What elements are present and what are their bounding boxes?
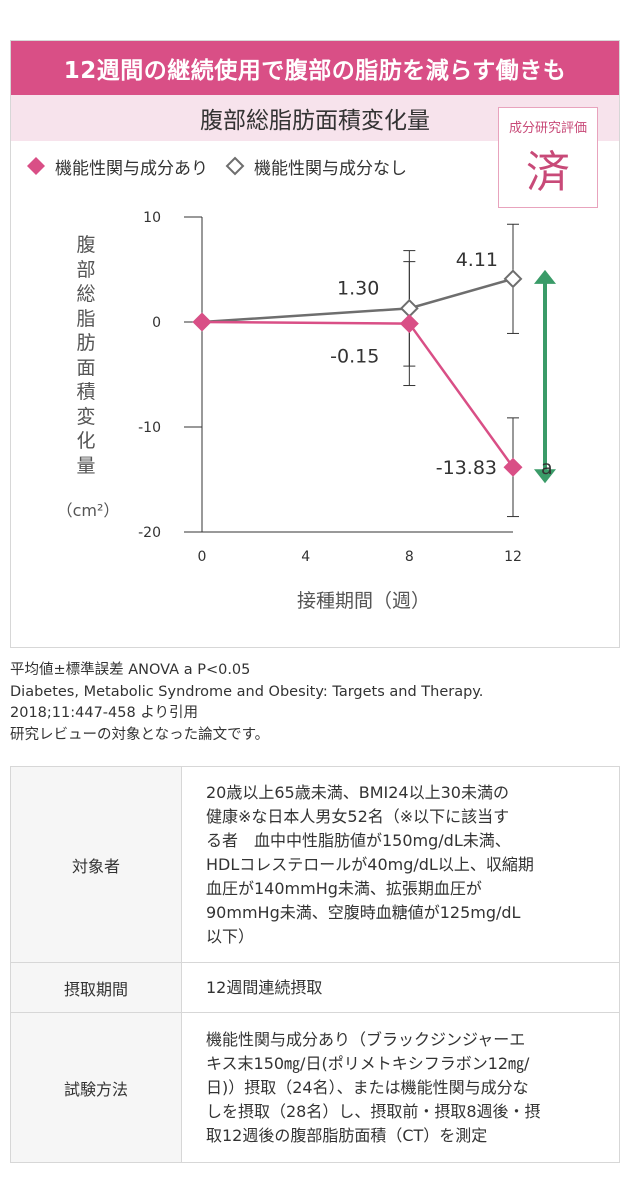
note-review: 研究レビューの対象となった論文です。 [10,726,270,743]
table-head-method: 試験方法 [10,1012,182,1163]
significance-arrow-head-down [534,469,556,484]
chart-panel: 12週間の継続使用で腹部の脂肪を減らす働きも 腹部総脂肪面積変化量 成分研究評価… [10,40,620,648]
table-line: キス末150㎎/日(ポリメトキシフラボン12㎎/ [206,1053,530,1073]
study-info-table: 対象者 20歳以上65歳未満、BMI24以上30未満の 健康※な日本人男女52名… [10,766,620,1163]
evaluation-stamp: 成分研究評価 済 [498,107,598,208]
data-label: -13.83 [436,457,497,479]
significance-arrow-head-up [534,269,556,284]
data-label: -0.15 [330,346,379,368]
x-tick-label: 8 [405,549,414,565]
table-cell-subjects: 20歳以上65歳未満、BMI24以上30未満の 健康※な日本人男女52名（※以下… [181,766,620,963]
table-line: 機能性関与成分あり（ブラックジンジャーエ [206,1029,526,1049]
note-statistics: 平均値±標準誤差 ANOVA a P<0.05 [10,662,251,678]
data-label: 4.11 [456,249,498,271]
filled-diamond-icon [27,157,45,175]
legend-item-with: 機能性関与成分あり [25,154,208,179]
filled-diamond-marker [399,314,419,334]
open-diamond-marker [399,298,419,318]
x-axis-label: 接種期間（週） [297,590,430,612]
y-tick-label: -20 [138,525,161,541]
table-line: 健康※な日本人男女52名（※以下に該当す [206,806,510,826]
table-line: る者 血中中性脂肪値が150mg/dL未満、 [206,830,511,850]
y-axis-unit: （cm²） [56,501,120,520]
table-line: しを摂取（28名）し、摂取前・摂取8週後・摂 [206,1101,541,1121]
table-line: 取12週後の腹部脂肪面積（CT）を測定 [206,1125,488,1145]
legend: 機能性関与成分あり 機能性関与成分なし [25,153,423,179]
x-tick-label: 12 [504,549,522,565]
notes: 平均値±標準誤差 ANOVA a P<0.05 Diabetes, Metabo… [10,660,622,746]
line-chart: 10 0 -10 -20 0 4 8 12 接種期間（週） 1.30 4.11 -0.15 -13.83… [138,210,556,612]
series-line [201,320,515,468]
y-tick-label: 0 [152,315,161,331]
table-line: 以下） [206,926,255,946]
table-cell-period: 12週間連続摂取 [181,962,620,1013]
legend-label-without: 機能性関与成分なし [254,158,407,179]
table-row: 対象者 20歳以上65歳未満、BMI24以上30未満の 健康※な日本人男女52名… [10,766,620,963]
note-citation-detail: 2018;11:447-458 より引用 [10,705,199,721]
table-line: 血圧が140mmHg未満、拡張期血圧が [206,878,482,898]
x-tick-label: 0 [198,549,207,565]
legend-item-without: 機能性関与成分なし [224,154,407,179]
stamp-char: 済 [526,147,570,198]
table-line: HDLコレステロールが40mg/dL以上、収縮期 [206,854,534,874]
table-line: 日)）摂取（24名）、または機能性関与成分な [206,1077,529,1097]
note-citation: Diabetes, Metabolic Syndrome and Obesity… [10,683,484,700]
table-row: 摂取期間 12週間連続摂取 [10,962,620,1013]
table-head-subjects: 対象者 [10,766,182,963]
table-head-period: 摂取期間 [10,962,182,1013]
y-tick-label: 10 [143,210,161,226]
stamp-label: 成分研究評価 [508,121,587,136]
table-line: 12週間連続摂取 [206,977,323,997]
x-tick-label: 4 [301,549,310,565]
banner-title: 12週間の継続使用で腹部の脂肪を減らす働きも [11,41,619,95]
y-tick-label: -10 [138,420,161,436]
open-diamond-icon [225,156,245,176]
table-cell-method: 機能性関与成分あり（ブラックジンジャーエ キス末150㎎/日(ポリメトキシフラボ… [181,1012,620,1163]
data-label: 1.30 [337,277,379,299]
table-line: 90mmHg未満、空腹時血糖値が125mg/dL [206,902,521,922]
filled-diamond-marker [503,457,523,477]
open-diamond-marker [503,269,523,289]
table-line: 20歳以上65歳未満、BMI24以上30未満の [206,782,509,802]
filled-diamond-marker [192,312,212,332]
table-row: 試験方法 機能性関与成分あり（ブラックジンジャーエ キス末150㎎/日(ポリメト… [10,1012,620,1163]
y-axis-label: 腹部総脂肪面積変化量 [76,234,96,477]
legend-label-with: 機能性関与成分あり [55,158,208,179]
significance-label: a [541,457,553,479]
